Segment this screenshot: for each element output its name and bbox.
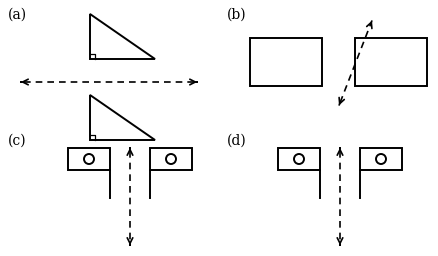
Text: (a): (a) [8, 8, 27, 22]
Bar [278, 148, 320, 170]
Bar [355, 38, 427, 86]
Bar [360, 148, 402, 170]
Bar [150, 148, 192, 170]
Bar [250, 38, 322, 86]
Text: (d): (d) [227, 134, 247, 148]
Bar [68, 148, 110, 170]
Text: (c): (c) [8, 134, 27, 148]
Text: (b): (b) [227, 8, 247, 22]
